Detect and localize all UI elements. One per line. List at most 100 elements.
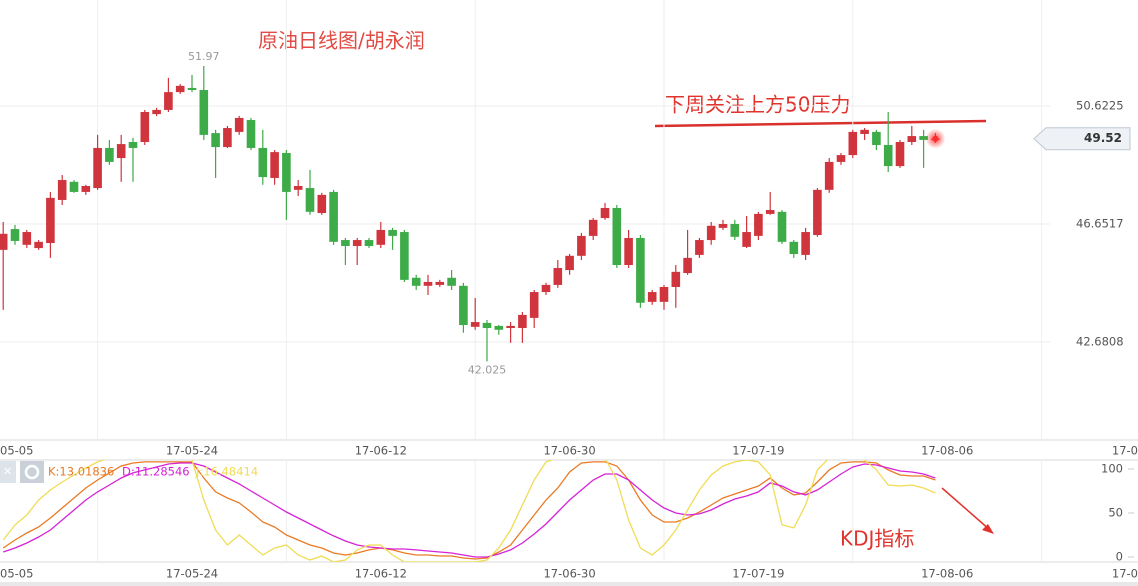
candle-body (860, 129, 869, 134)
candle-body (187, 87, 197, 91)
annotation: 下周关注上方50压力 (665, 93, 850, 117)
legend-label: K:13.01836 (48, 465, 114, 479)
y-tick-label: 0 (1116, 549, 1123, 563)
candle-body (706, 225, 716, 241)
candle-body (140, 112, 150, 143)
candle-body (175, 85, 185, 93)
price-tag-label: 49.52 (1084, 131, 1122, 145)
candle-body (459, 285, 468, 326)
candle-body (376, 229, 386, 245)
candle-body (423, 281, 433, 286)
y-tick-label: 100 (1101, 461, 1123, 475)
y-tick-label: 50 (1108, 505, 1123, 519)
candle-body (895, 142, 905, 167)
x-tick-label: 17-05-24 (166, 444, 218, 458)
candle-body (600, 207, 610, 219)
candle-body (695, 240, 704, 255)
candle-body (754, 213, 763, 236)
candle-body (718, 224, 728, 228)
candle-body (765, 210, 775, 214)
arrow (941, 487, 991, 531)
candle-body (883, 144, 893, 167)
y-tick-label: 46.6517 (1076, 216, 1124, 230)
candles (0, 65, 940, 362)
candle-body (671, 271, 681, 287)
x-tick-label: 17-06-30 (543, 444, 595, 458)
resistance-line (654, 119, 987, 128)
candle-body (824, 161, 834, 190)
close-icon[interactable] (0, 461, 16, 483)
x-tick-label: 17-07-19 (732, 567, 784, 581)
candle-body (164, 92, 173, 110)
candle-body (364, 240, 374, 246)
candle-body (411, 277, 421, 286)
candle-body (683, 257, 692, 274)
candle-body (659, 286, 669, 302)
low-label: 42.025 (468, 363, 507, 376)
x-tick-label: 17-07-19 (732, 444, 784, 458)
candle-body (69, 181, 79, 192)
price-tag (1033, 127, 1131, 151)
candle-body (282, 153, 291, 192)
candle-body (636, 237, 645, 303)
candle-body (152, 109, 161, 115)
candle-body (813, 189, 822, 236)
candle-body (588, 219, 598, 236)
candle-body (872, 131, 881, 145)
scroll-bar (0, 582, 1138, 586)
candle-body (777, 211, 787, 242)
candle-body (128, 142, 138, 148)
candle-body (447, 277, 456, 286)
chart-title: 原油日线图/胡永润 (258, 29, 425, 53)
x-tick-label: 17-08-06 (921, 444, 973, 458)
candle-body (305, 188, 315, 212)
candle-body (34, 241, 43, 249)
candle-body (211, 133, 220, 148)
candle-body (565, 255, 574, 271)
arrow-head (982, 524, 994, 534)
candle-body (0, 233, 8, 250)
candle-body (81, 185, 91, 192)
x-tick-label: 05-05 (0, 444, 33, 458)
y-tick-label: 42.6808 (1076, 334, 1124, 348)
settings-icon[interactable] (20, 461, 44, 483)
candle-body (836, 155, 846, 162)
candle-body (848, 131, 858, 156)
candle-body (400, 232, 409, 280)
kdj-line (2, 462, 936, 558)
candle-body (529, 292, 539, 318)
candle-body (647, 292, 657, 302)
candle-body (919, 136, 928, 140)
x-tick-label: 17-08-06 (921, 567, 973, 581)
annotation: KDJ指标 (840, 527, 914, 551)
candle-body (293, 185, 303, 190)
candle-body (234, 117, 244, 132)
x-tick-label: 17-05-24 (166, 567, 218, 581)
candle-body (258, 147, 268, 178)
candle-body (46, 197, 55, 244)
candle-body (352, 240, 362, 246)
candle-body (907, 136, 917, 143)
legend-label: J:16.48414 (195, 465, 258, 479)
x-tick-label: 17-06-12 (355, 567, 407, 581)
candle-body (199, 90, 209, 135)
candle-body (317, 194, 327, 214)
candle-body (329, 191, 338, 242)
candle-body (57, 180, 67, 200)
candle-body (577, 235, 586, 256)
candle-body (789, 241, 799, 255)
close-icon: ✕ (3, 465, 12, 478)
kdj-line (2, 461, 936, 560)
candle-body (553, 267, 563, 285)
candle-body (482, 322, 492, 328)
x-tick-label: 17-0 (1112, 567, 1138, 581)
candle-body (742, 232, 751, 247)
price-dot (932, 135, 939, 142)
y-tick-label: 50.6225 (1076, 98, 1124, 112)
candle-body (341, 240, 350, 246)
candle-body (10, 229, 20, 241)
candle-body (93, 147, 102, 189)
kdj-line (2, 460, 936, 562)
